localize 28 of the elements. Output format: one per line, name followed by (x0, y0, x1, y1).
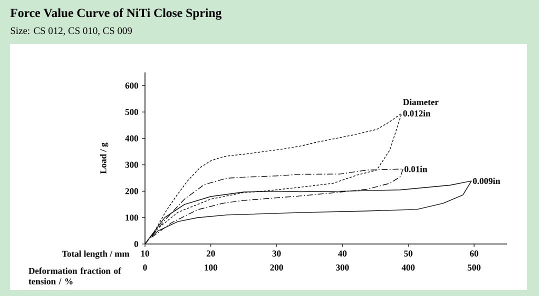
series-label: 0.009in (473, 178, 500, 184)
y-tick-label: 500 (125, 108, 138, 116)
x2-tick-label: 0 (143, 264, 147, 271)
chart-title: Force Value Curve of NiTi Close Spring (10, 8, 222, 20)
y-tick-label: 400 (125, 135, 138, 142)
y-tick-label: 300 (125, 162, 138, 168)
x2-tick-label: 200 (270, 264, 284, 271)
annotation: Diameter (403, 98, 439, 106)
x-tick-label: 10 (141, 250, 150, 257)
x2-tick-label: 100 (204, 264, 218, 271)
y-tick-label: 200 (125, 188, 138, 194)
x2-tick-label: 300 (336, 264, 349, 271)
x-tick-label: 60 (470, 250, 478, 257)
x-tick-label: 30 (272, 250, 281, 257)
series-label: 0.012in (403, 110, 430, 116)
y-tick-label: 0 (134, 240, 138, 248)
x-tick-label: 40 (338, 250, 347, 257)
x-axis-title: Total length / mm (62, 250, 130, 259)
x-tick-label: 50 (404, 250, 412, 257)
x2-axis-title: Deformation fraction of tension / % (28, 268, 122, 284)
series-label: 0.01in (404, 166, 428, 172)
y-tick-label: 600 (125, 82, 138, 89)
y-tick-label: 100 (126, 214, 138, 221)
chart-subtitle: Size: CS 012, CS 010, CS 009 (10, 27, 132, 36)
x2-tick-label: 400 (402, 264, 415, 271)
x2-tick-label: 500 (468, 264, 480, 271)
x-tick-label: 20 (206, 250, 215, 257)
y-axis-title: Load / g (100, 142, 108, 174)
